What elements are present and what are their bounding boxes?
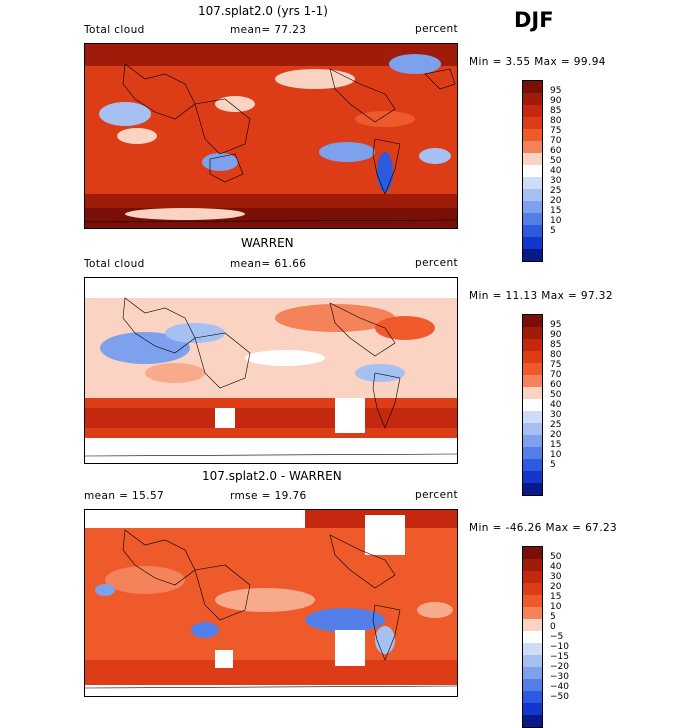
panel-3-mean-label: mean = 15.57	[84, 490, 165, 502]
panel-1-colorbar-label: 60	[550, 146, 562, 156]
panel-3-colorbar-label: 15	[550, 592, 562, 602]
panel-3-colorbar-label: 50	[550, 552, 562, 562]
panel-2-mean-label: mean= 61.66	[230, 258, 307, 270]
panel-1-colorbar-label: 30	[550, 176, 562, 186]
panel-2-colorbar-label: 50	[550, 390, 562, 400]
panel-1-title: 107.splat2.0 (yrs 1-1)	[198, 4, 328, 18]
panel-1-colorbar-label: 5	[550, 226, 556, 236]
panel-3-colorbar-label: 0	[550, 622, 556, 632]
panel-2-colorbar-label: 20	[550, 430, 562, 440]
panel-3-rmse-label: rmse = 19.76	[230, 490, 307, 502]
panel-1-colorbar-label: 25	[550, 186, 562, 196]
panel-3-colorbar-label: 20	[550, 582, 562, 592]
panel-2-colorbar-label: 95	[550, 320, 562, 330]
panel-1-colorbar-label: 95	[550, 86, 562, 96]
panel-1-colorbar-label: 85	[550, 106, 562, 116]
panel-3-colorbar-label: 10	[550, 602, 562, 612]
panel-3-colorbar-label: −50	[550, 692, 569, 702]
panel-1-left-label: Total cloud	[84, 24, 145, 36]
panel-2-colorbar-label: 85	[550, 340, 562, 350]
panel-2-colorbar-label: 40	[550, 400, 562, 410]
panel-3-colorbar-label: 30	[550, 572, 562, 582]
panel-2-colorbar-label: 75	[550, 360, 562, 370]
panel-3-title: 107.splat2.0 - WARREN	[202, 469, 342, 483]
panel-1-colorbar-label: 70	[550, 136, 562, 146]
panel-2-colorbar-label: 30	[550, 410, 562, 420]
panel-2-colorbar-label: 10	[550, 450, 562, 460]
panel-2-minmax: Min = 11.13 Max = 97.32	[469, 290, 613, 302]
panel-2-colorbar-label: 25	[550, 420, 562, 430]
panel-2-colorbar-label: 5	[550, 460, 556, 470]
panel-1-colorbar-label: 10	[550, 216, 562, 226]
panel-3-colorbar-label: −10	[550, 642, 569, 652]
panel-2-title: WARREN	[241, 236, 294, 250]
panel-1-map	[84, 43, 458, 229]
panel-3-colorbar-label: −15	[550, 652, 569, 662]
panel-1-colorbar-label: 90	[550, 96, 562, 106]
panel-2-left-label: Total cloud	[84, 258, 145, 270]
panel-1-mean-label: mean= 77.23	[230, 24, 307, 36]
panel-2-colorbar: 95 90 85 80 75 70 60 50 40 30 25 20 15 1…	[522, 314, 582, 496]
panel-3-colorbar-label: −5	[550, 632, 564, 642]
panel-2-colorbar-label: 70	[550, 370, 562, 380]
panel-2-unit-label: percent	[415, 257, 459, 269]
panel-1-colorbar-label: 80	[550, 116, 562, 126]
panel-3-minmax: Min = -46.26 Max = 67.23	[469, 522, 618, 534]
panel-3-colorbar: 50 40 30 20 15 10 5 0 −5 −10 −15 −20 −30…	[522, 546, 582, 728]
panel-3-colorbar-swatches	[522, 546, 543, 728]
season-label: DJF	[514, 8, 554, 32]
panel-1-colorbar-label: 75	[550, 126, 562, 136]
panel-2-colorbar-swatches	[522, 314, 543, 496]
panel-1-minmax: Min = 3.55 Max = 99.94	[469, 56, 606, 68]
panel-3-map	[84, 509, 458, 697]
panel-1-colorbar-label: 50	[550, 156, 562, 166]
panel-2-map	[84, 277, 458, 464]
panel-3-colorbar-label: −40	[550, 682, 569, 692]
panel-3-colorbar-label: −30	[550, 672, 569, 682]
panel-1-colorbar-swatches	[522, 80, 543, 262]
panel-3-colorbar-label: 40	[550, 562, 562, 572]
panel-3-colorbar-label: 5	[550, 612, 556, 622]
panel-2-colorbar-label: 80	[550, 350, 562, 360]
panel-1-colorbar: 95 90 85 80 75 70 60 50 40 30 25 20 15 1…	[522, 80, 582, 262]
panel-1-unit-label: percent	[415, 23, 459, 35]
panel-2-colorbar-label: 15	[550, 440, 562, 450]
panel-3-colorbar-label: −20	[550, 662, 569, 672]
panel-3-unit-label: percent	[415, 489, 459, 501]
panel-2-colorbar-label: 90	[550, 330, 562, 340]
panel-1-colorbar-label: 40	[550, 166, 562, 176]
panel-1-colorbar-label: 15	[550, 206, 562, 216]
panel-2-colorbar-label: 60	[550, 380, 562, 390]
panel-1-colorbar-label: 20	[550, 196, 562, 206]
